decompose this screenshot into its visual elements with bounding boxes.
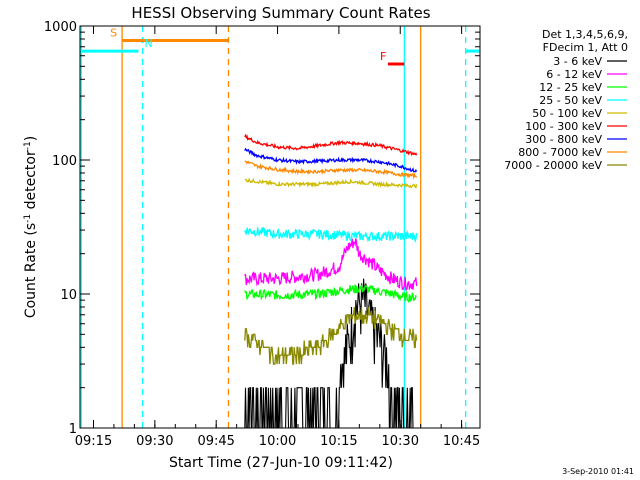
y-axis-label: Count Rate (s-1 detector-1)	[23, 136, 39, 318]
y-tick-label-1: 1	[69, 422, 77, 437]
legend-header-1: Det 1,3,4,5,6,9,	[542, 28, 628, 41]
legend-label-4: 25 - 50 keV	[539, 94, 602, 107]
legend-label-9: 7000 - 20000 keV	[504, 159, 602, 172]
footer-timestamp: 3-Sep-2010 01:41	[562, 467, 634, 476]
flag-label-s: S	[110, 26, 117, 39]
series-4	[244, 226, 418, 243]
y-axis-label-main: Count Rate (s	[23, 223, 39, 318]
legend-label-7: 300 - 800 keV	[525, 133, 602, 146]
series-8	[244, 160, 418, 180]
legend-label-2: 6 - 12 keV	[546, 68, 602, 81]
series-line-7	[244, 147, 418, 173]
axis-ticks: 09:15 09:30 09:45 10:00 10:15 10:30 10:45 1 10 10…	[44, 20, 480, 449]
series-line-2	[244, 238, 418, 291]
x-tick-label-7: 10:45	[443, 434, 480, 449]
y-axis-label-mid: detector	[23, 150, 39, 214]
flag-label-f: F	[380, 50, 386, 63]
legend-label-1: 3 - 6 keV	[553, 55, 602, 68]
x-tick-label-4: 10:00	[259, 434, 296, 449]
legend-label-5: 50 - 100 keV	[532, 107, 602, 120]
x-tick-label-6: 10:30	[382, 434, 419, 449]
series-line-5	[244, 177, 418, 189]
series-line-3	[244, 284, 418, 304]
y-axis-label-sup-1: -1	[23, 214, 33, 223]
y-axis-label-end: )	[23, 136, 39, 141]
series-2	[244, 238, 418, 291]
series-3	[244, 284, 418, 304]
series-line-9	[244, 306, 418, 365]
chart-title: HESSI Observing Summary Count Rates	[131, 4, 430, 22]
series-6	[244, 133, 418, 156]
x-tick-label-1: 09:15	[75, 434, 112, 449]
legend-label-6: 100 - 300 keV	[525, 120, 602, 133]
x-tick-label-3: 09:45	[197, 434, 234, 449]
legend-header-2: FDecim 1, Att 0	[543, 41, 628, 54]
series-line-4	[244, 226, 418, 243]
x-axis-label: Start Time (27-Jun-10 09:11:42)	[169, 455, 393, 471]
flag-label-n: N	[144, 37, 152, 50]
legend-label-3: 12 - 25 keV	[539, 81, 602, 94]
x-tick-label-2: 09:30	[136, 434, 173, 449]
legend-label-8: 800 - 7000 keV	[518, 146, 602, 159]
y-tick-label-4: 1000	[44, 20, 77, 35]
series-5	[244, 177, 418, 189]
y-axis-label-sup-2: -1	[23, 141, 33, 150]
series-line-8	[244, 160, 418, 180]
series-9	[244, 306, 418, 365]
x-tick-label-5: 10:15	[320, 434, 357, 449]
y-tick-label-2: 10	[60, 288, 77, 303]
legend: Det 1,3,4,5,6,9, FDecim 1, Att 0 3 - 6 k…	[504, 28, 628, 172]
plot-frame	[79, 25, 481, 429]
y-tick-label-3: 100	[52, 154, 77, 169]
series-7	[244, 147, 418, 173]
plot-area: S N F	[80, 26, 480, 429]
series-line-6	[244, 133, 418, 156]
